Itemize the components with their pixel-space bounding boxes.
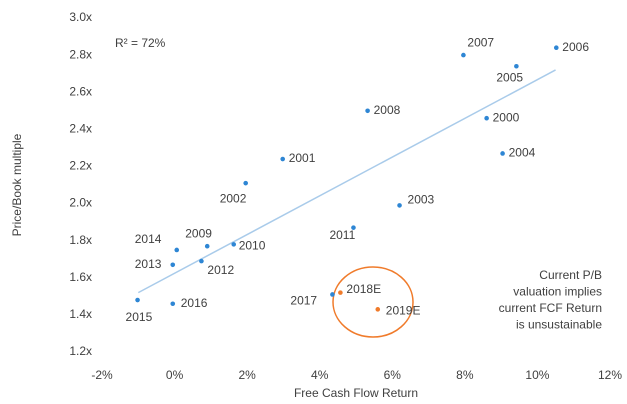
callout-line: Current P/B bbox=[539, 268, 602, 282]
point bbox=[170, 262, 176, 268]
point-label: 2011 bbox=[329, 228, 355, 242]
point bbox=[514, 63, 519, 69]
y-tick-label: 1.4x bbox=[69, 307, 92, 321]
point-label: 2016 bbox=[181, 296, 208, 310]
point-label: 2008 bbox=[374, 103, 401, 117]
point bbox=[231, 242, 237, 247]
point-label: 2013 bbox=[135, 257, 162, 271]
x-tick-label: 6% bbox=[384, 368, 402, 382]
point bbox=[170, 301, 176, 307]
point-label: 2000 bbox=[493, 110, 520, 124]
point bbox=[199, 258, 204, 264]
point bbox=[365, 108, 370, 114]
point bbox=[204, 243, 210, 249]
x-tick-label: -2% bbox=[91, 368, 113, 382]
point-label: 2006 bbox=[562, 40, 589, 54]
y-tick-label: 1.8x bbox=[69, 233, 92, 247]
point bbox=[484, 115, 489, 121]
point bbox=[174, 247, 180, 253]
y-tick-label: 1.6x bbox=[69, 270, 92, 284]
y-tick-label: 2.2x bbox=[69, 159, 92, 173]
x-tick-label: 12% bbox=[598, 368, 622, 382]
point-label: 2005 bbox=[496, 70, 523, 84]
point-label: 2004 bbox=[509, 146, 536, 160]
y-tick-label: 2.6x bbox=[69, 84, 92, 98]
point-label: 2007 bbox=[467, 35, 494, 49]
point bbox=[243, 180, 248, 186]
point-label: 2017 bbox=[290, 294, 317, 308]
point-label: 2014 bbox=[135, 232, 162, 246]
point bbox=[280, 156, 286, 162]
annotation: R² = 72% bbox=[115, 36, 166, 50]
point bbox=[553, 45, 559, 50]
x-tick-label: 8% bbox=[456, 368, 474, 382]
point bbox=[330, 292, 335, 297]
point-label: 2009 bbox=[185, 226, 212, 240]
y-tick-label: 2.8x bbox=[69, 47, 92, 61]
point bbox=[338, 290, 343, 295]
point-label: 2010 bbox=[239, 239, 266, 253]
point-label: 2001 bbox=[289, 151, 316, 165]
point-label: 2002 bbox=[220, 191, 247, 205]
x-tick-label: 4% bbox=[311, 368, 329, 382]
point bbox=[461, 52, 466, 58]
callout-line: current FCF Return bbox=[499, 301, 602, 315]
point-label: 2012 bbox=[207, 263, 234, 277]
x-tick-label: 0% bbox=[166, 368, 184, 382]
callout-line: is unsustainable bbox=[516, 318, 602, 332]
y-tick-label: 3.0x bbox=[69, 10, 92, 24]
point bbox=[375, 307, 381, 312]
point-label: 2015 bbox=[126, 310, 153, 324]
point-label: 2019E bbox=[386, 303, 421, 317]
highlight-ellipse bbox=[332, 266, 414, 338]
x-tick-label: 10% bbox=[525, 368, 549, 382]
point-label: 2018E bbox=[346, 282, 381, 296]
trendline bbox=[137, 69, 556, 294]
point bbox=[135, 297, 140, 303]
y-tick-label: 2.0x bbox=[69, 196, 92, 210]
point bbox=[500, 151, 505, 156]
x-tick-label: 2% bbox=[238, 368, 256, 382]
point bbox=[397, 203, 402, 208]
point-label: 2003 bbox=[408, 193, 435, 207]
point bbox=[351, 225, 356, 230]
y-tick-label: 1.2x bbox=[69, 344, 92, 358]
callout-line: valuation implies bbox=[513, 285, 602, 299]
y-axis-label: Price/Book multiple bbox=[10, 133, 24, 236]
x-axis-label: Free Cash Flow Return bbox=[294, 386, 418, 400]
y-tick-label: 2.4x bbox=[69, 122, 92, 136]
